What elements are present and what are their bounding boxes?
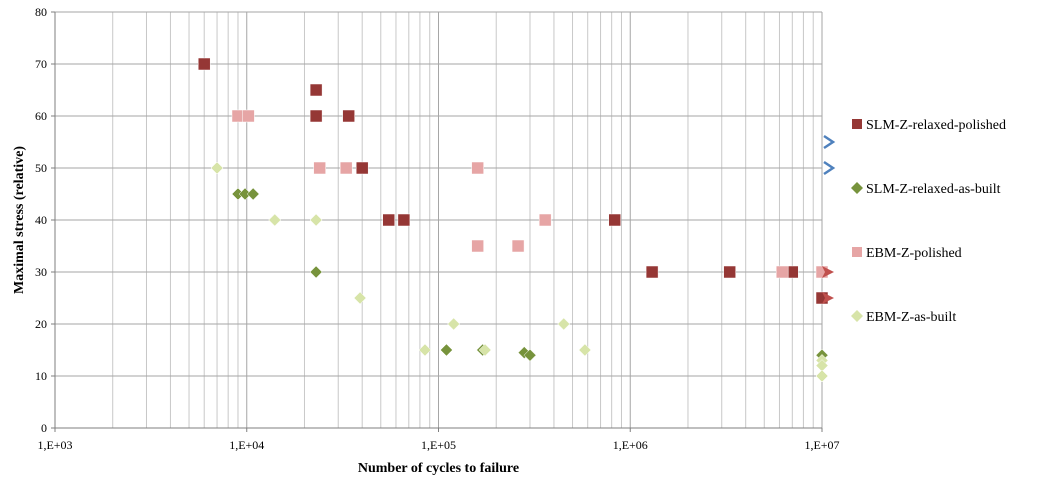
data-points [197, 57, 829, 383]
y-axis-title: Maximal stress (relative) [12, 146, 27, 294]
x-tick-label: 1,E+06 [613, 438, 648, 452]
series-2 [231, 109, 829, 279]
series-0 [197, 57, 829, 305]
data-point [309, 83, 323, 97]
data-point [471, 239, 484, 253]
data-point [815, 369, 829, 383]
legend-label: SLM-Z-relaxed-as-built [866, 182, 1001, 197]
data-point [440, 343, 453, 357]
data-point [511, 239, 525, 253]
data-point [538, 213, 552, 227]
legend-label: EBM-Z-as-built [866, 310, 956, 325]
tick-labels: 0 10 20 30 40 50 60 70 80 1,E+03 1,E+04 1,E+05 1,E+0… [35, 5, 840, 452]
y-tick-label: 30 [35, 265, 47, 279]
data-point [723, 265, 736, 279]
data-point [645, 265, 659, 279]
y-tick-label: 20 [35, 317, 47, 331]
data-point [309, 213, 323, 227]
data-point [313, 161, 326, 175]
data-point [353, 291, 367, 305]
data-point [342, 109, 355, 123]
legend-label: EBM-Z-polished [866, 246, 962, 261]
data-point [242, 109, 255, 123]
y-tick-label: 60 [35, 109, 47, 123]
series-3 [210, 161, 829, 383]
data-point [447, 317, 461, 331]
data-point [578, 343, 592, 357]
data-point [478, 343, 492, 357]
runout-arrows [822, 134, 836, 304]
legend-swatch [851, 310, 863, 322]
y-tick-label: 70 [35, 57, 47, 71]
data-point [268, 213, 282, 227]
legend: SLM-Z-relaxed-polished SLM-Z-relaxed-as-b… [851, 118, 1006, 325]
data-point [197, 57, 211, 71]
legend-item: SLM-Z-relaxed-as-built [851, 182, 1001, 197]
data-point [775, 265, 789, 279]
legend-label: SLM-Z-relaxed-polished [866, 118, 1006, 133]
grid [54, 11, 823, 429]
y-tick-label: 0 [41, 421, 47, 435]
y-tick-label: 50 [35, 161, 47, 175]
x-tick-label: 1,E+04 [229, 438, 264, 452]
runout-arrow [823, 160, 836, 176]
data-point [608, 213, 621, 227]
y-tick-label: 10 [35, 369, 47, 383]
data-point [210, 161, 224, 175]
legend-item: EBM-Z-polished [852, 246, 962, 261]
y-tick-label: 40 [35, 213, 47, 227]
data-point [339, 161, 353, 175]
legend-item: SLM-Z-relaxed-polished [852, 118, 1006, 133]
legend-swatch [852, 247, 862, 257]
data-point [471, 161, 484, 175]
x-tick-label: 1,E+03 [37, 438, 72, 452]
legend-swatch [852, 119, 862, 129]
legend-swatch [851, 182, 863, 194]
data-point [418, 343, 432, 357]
runout-arrow [822, 292, 834, 304]
data-point [309, 109, 323, 123]
data-point [246, 187, 260, 201]
data-point [309, 265, 323, 279]
data-point [355, 161, 369, 175]
data-point [397, 213, 411, 227]
data-point [523, 348, 537, 362]
axes [51, 11, 823, 432]
runout-arrow [823, 134, 836, 150]
x-tick-label: 1,E+07 [804, 438, 839, 452]
x-tick-label: 1,E+05 [421, 438, 456, 452]
data-point [557, 317, 571, 331]
y-tick-label: 80 [35, 5, 47, 19]
x-axis-title: Number of cycles to failure [358, 461, 519, 476]
runout-arrow [822, 266, 834, 278]
data-point [382, 213, 395, 227]
legend-item: EBM-Z-as-built [851, 310, 956, 325]
